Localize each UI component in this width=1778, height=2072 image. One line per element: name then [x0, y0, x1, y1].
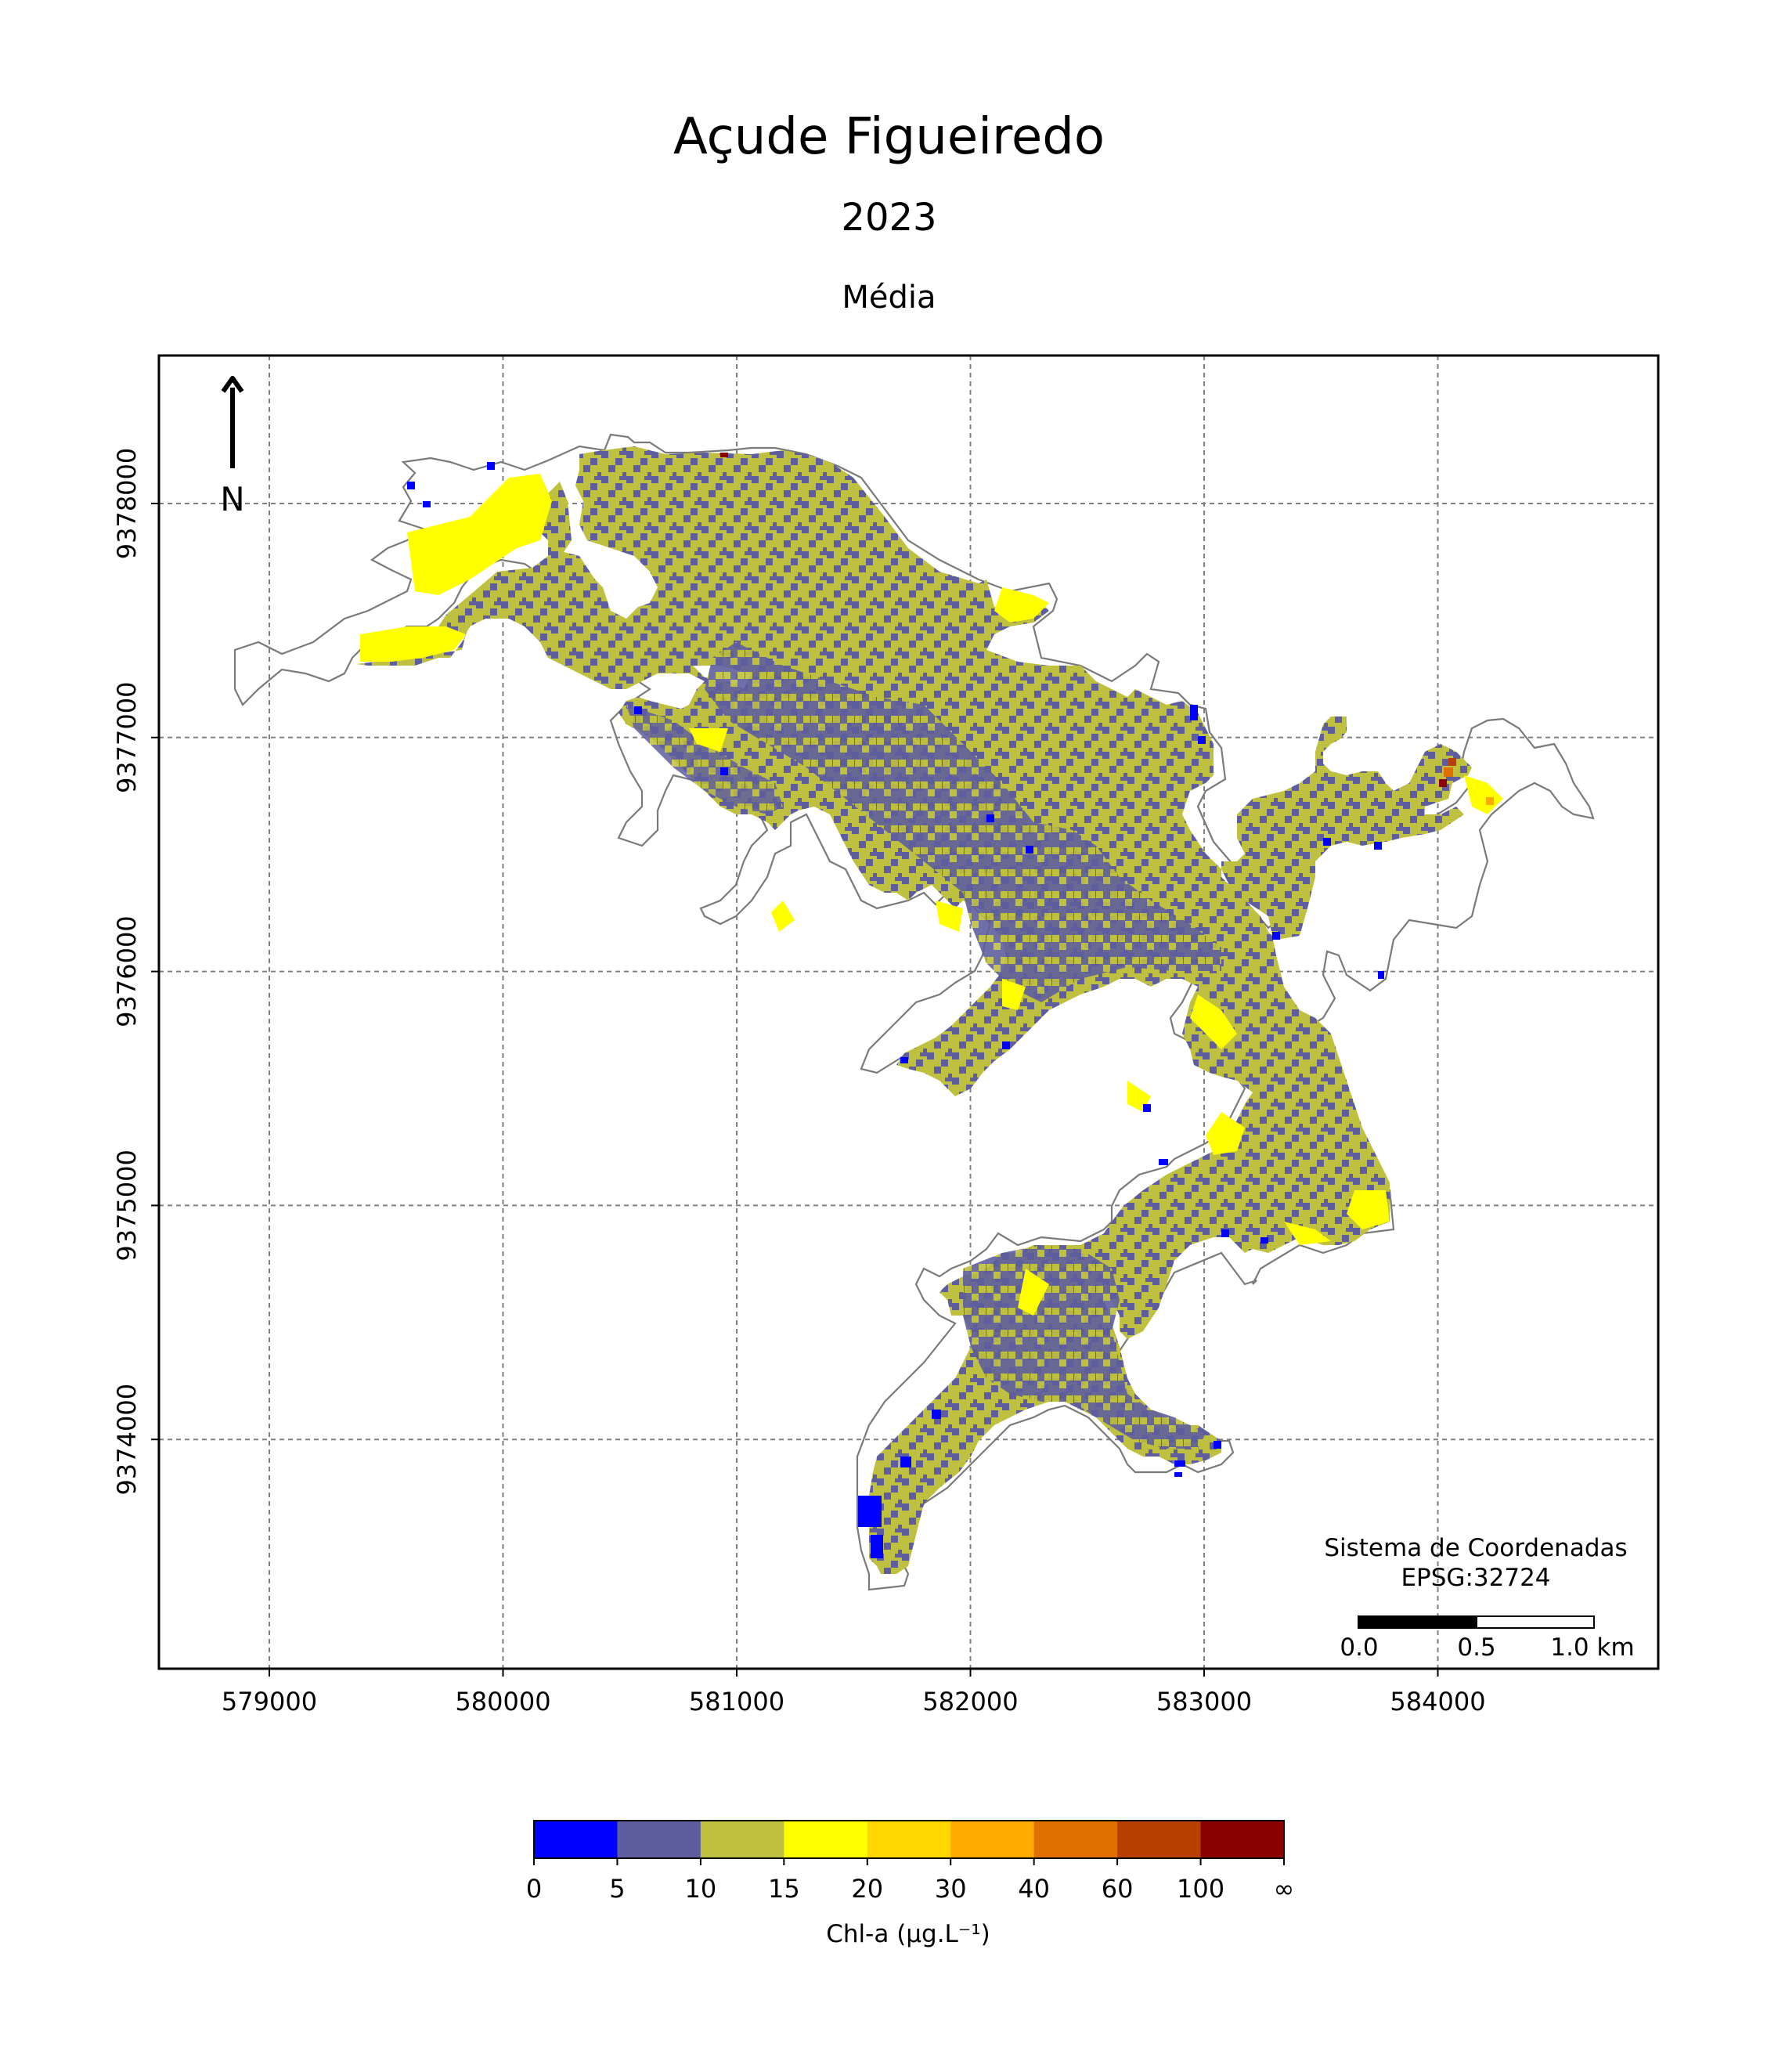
scale-bar: 0.0 0.5 1.0 km — [1340, 1615, 1635, 1662]
colorbar-swatch — [950, 1821, 1035, 1858]
x-tick-label: 583000 — [1156, 1687, 1252, 1716]
colorbar-tick-label: ∞ — [1274, 1874, 1295, 1904]
x-tick-label: 581000 — [689, 1687, 784, 1716]
y-tick-label: 9377000 — [112, 682, 142, 794]
colorbar-tick-label: 20 — [851, 1874, 883, 1904]
y-tick-label: 9375000 — [112, 1150, 142, 1262]
x-tick-label: 580000 — [455, 1687, 550, 1716]
colorbar-tick-label: 100 — [1177, 1874, 1224, 1904]
colorbar-tick-label: 10 — [685, 1874, 717, 1904]
scale-label-2: 1.0 km — [1550, 1633, 1634, 1662]
y-tick-label: 9374000 — [112, 1384, 142, 1496]
x-tick-label: 584000 — [1390, 1687, 1485, 1716]
north-arrow: N — [220, 376, 245, 518]
map-year: 2023 — [841, 196, 937, 240]
colorbar-swatch — [1033, 1821, 1118, 1858]
y-axis: 9378000 9377000 9376000 9375000 9374000 — [112, 448, 159, 1496]
scale-label-0: 0.0 — [1340, 1633, 1378, 1662]
crs-line-1: Sistema de Coordenadas — [1324, 1534, 1627, 1562]
north-label: N — [220, 480, 244, 518]
reservoir-layer — [233, 433, 1595, 1591]
reservoir-high-chl-edges — [360, 474, 1503, 1316]
crs-line-2: EPSG:32724 — [1401, 1564, 1550, 1592]
x-tick-label: 579000 — [222, 1687, 317, 1716]
colorbar-tick-label: 15 — [768, 1874, 800, 1904]
reservoir-lowest-chl-spots — [407, 462, 1384, 1558]
reservoir-low-chl-zone — [705, 642, 1221, 1002]
colorbar-tick-label: 0 — [526, 1874, 542, 1904]
reservoir-water — [356, 446, 1472, 1574]
reservoir-very-high-chl-spots — [720, 453, 1494, 805]
y-tick-label: 9378000 — [112, 448, 142, 560]
reservoir-shoreline — [233, 433, 1595, 1591]
x-tick-label: 582000 — [922, 1687, 1018, 1716]
reservoir-low-chl-zone-west — [626, 705, 783, 814]
map-statistic: Média — [842, 280, 936, 316]
colorbar-swatch — [1117, 1821, 1202, 1858]
colorbar-swatch — [784, 1821, 868, 1858]
colorbar-swatch — [617, 1821, 701, 1858]
map-title: Açude Figueiredo — [673, 108, 1105, 166]
colorbar-tick-label: 40 — [1018, 1874, 1050, 1904]
colorbar-swatch — [700, 1821, 784, 1858]
colorbar-swatch — [1200, 1821, 1285, 1858]
colorbar-tick-label: 30 — [935, 1874, 967, 1904]
colorbar-tick-label: 60 — [1102, 1874, 1134, 1904]
colorbar-frame — [533, 1820, 1285, 1859]
colorbar-tick-label: 5 — [609, 1874, 625, 1904]
map-frame — [157, 354, 1660, 1670]
y-tick-label: 9376000 — [112, 915, 142, 1027]
colorbar-swatch — [534, 1821, 618, 1858]
colorbar-swatch — [867, 1821, 951, 1858]
colorbar-label: Chl-a (μg.L⁻¹) — [826, 1920, 990, 1948]
scale-label-1: 0.5 — [1457, 1633, 1495, 1662]
x-axis: 579000 580000 581000 582000 583000 584000 — [222, 1669, 1486, 1716]
colorbar: 0 5 10 15 20 30 40 60 100 ∞ — [526, 1820, 1295, 1904]
